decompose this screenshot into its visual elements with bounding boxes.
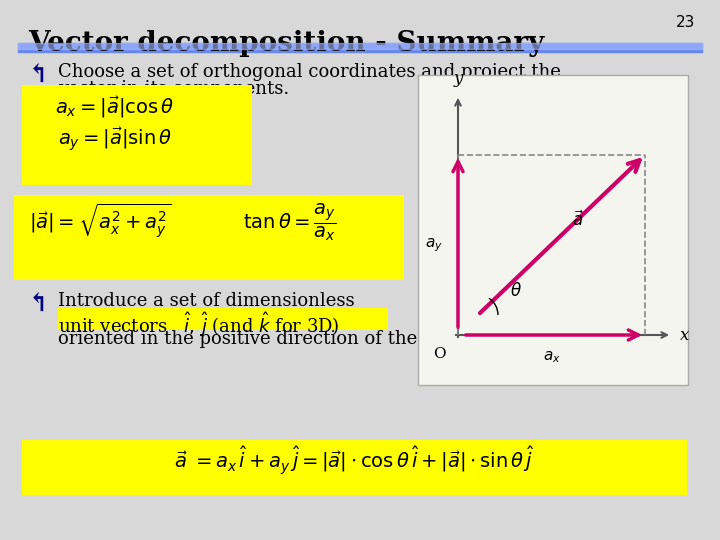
Bar <box>14 195 404 280</box>
Bar <box>22 440 687 495</box>
Text: ↰: ↰ <box>28 63 49 87</box>
Text: $\vec{a}$: $\vec{a}$ <box>572 211 583 230</box>
Text: $\vec{a}\; = a_x\,\hat{i} + a_y\,\hat{j}= |\vec{a}|\cdot\cos\theta\,\hat{i} + |\: $\vec{a}\; = a_x\,\hat{i} + a_y\,\hat{j}… <box>174 445 534 477</box>
Text: y: y <box>454 70 463 87</box>
Text: Choose a set of orthogonal coordinates and project the: Choose a set of orthogonal coordinates a… <box>58 63 561 81</box>
Text: $a_x$: $a_x$ <box>543 349 560 365</box>
Bar <box>18 43 702 49</box>
Text: ↰: ↰ <box>28 292 49 316</box>
Text: $a_y$: $a_y$ <box>426 236 443 254</box>
Bar <box>58 308 388 330</box>
Text: x: x <box>680 327 689 343</box>
Text: $|\vec{a}| = \sqrt{a_x^2 + a_y^2}$: $|\vec{a}| = \sqrt{a_x^2 + a_y^2}$ <box>29 202 171 240</box>
Bar <box>18 43 702 52</box>
Text: oriented in the positive direction of the axes.: oriented in the positive direction of th… <box>58 330 469 348</box>
Bar <box>418 75 688 385</box>
Text: 23: 23 <box>675 15 695 30</box>
Text: $\theta$: $\theta$ <box>510 282 522 300</box>
Text: Introduce a set of dimensionless: Introduce a set of dimensionless <box>58 292 355 310</box>
Text: $a_y = |\vec{a}|\sin\theta$: $a_y = |\vec{a}|\sin\theta$ <box>58 125 172 153</box>
Text: O: O <box>433 347 446 361</box>
Bar <box>22 85 252 185</box>
Text: $\tan\theta = \dfrac{a_y}{a_x}$: $\tan\theta = \dfrac{a_y}{a_x}$ <box>243 202 337 244</box>
Text: Vector decomposition - Summary: Vector decomposition - Summary <box>28 30 544 57</box>
Text: unit vectors   $\hat{i},\,\hat{j}$ (and $\hat{k}$ for 3D): unit vectors $\hat{i},\,\hat{j}$ (and $\… <box>58 310 339 339</box>
Text: vector in its components.: vector in its components. <box>58 80 289 98</box>
Text: $a_x = |\vec{a}|\cos\theta$: $a_x = |\vec{a}|\cos\theta$ <box>55 95 174 120</box>
